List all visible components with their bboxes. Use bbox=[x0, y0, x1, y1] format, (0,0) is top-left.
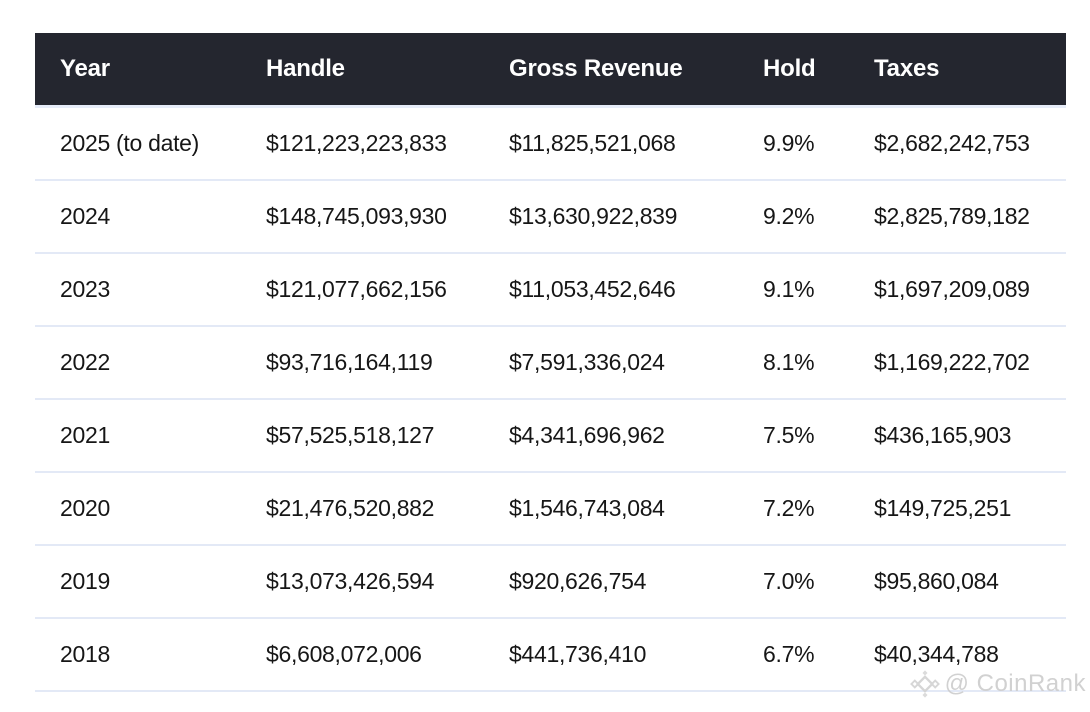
cell-year: 2025 (to date) bbox=[60, 130, 200, 156]
cell-hold: 7.5% bbox=[763, 422, 815, 448]
cell-hold: 9.1% bbox=[763, 276, 815, 302]
table-row: 2023 $121,077,662,156 $11,053,452,646 9.… bbox=[35, 254, 1066, 327]
cell-year: 2021 bbox=[60, 422, 110, 448]
cell-year: 2022 bbox=[60, 349, 110, 375]
column-header-handle: Handle bbox=[266, 55, 345, 82]
table-row: 2022 $93,716,164,119 $7,591,336,024 8.1%… bbox=[35, 327, 1066, 400]
cell-taxes: $2,682,242,753 bbox=[874, 130, 1030, 156]
table-row: 2021 $57,525,518,127 $4,341,696,962 7.5%… bbox=[35, 400, 1066, 473]
cell-taxes: $436,165,903 bbox=[874, 422, 1012, 448]
cell-hold: 9.2% bbox=[763, 203, 815, 229]
cell-gross-revenue: $11,825,521,068 bbox=[509, 130, 676, 156]
cell-handle: $93,716,164,119 bbox=[266, 349, 433, 375]
cell-gross-revenue: $441,736,410 bbox=[509, 641, 647, 667]
cell-year: 2019 bbox=[60, 568, 110, 594]
table-row: 2024 $148,745,093,930 $13,630,922,839 9.… bbox=[35, 181, 1066, 254]
cell-year: 2023 bbox=[60, 276, 110, 302]
cell-year: 2024 bbox=[60, 203, 110, 229]
cell-gross-revenue: $920,626,754 bbox=[509, 568, 647, 594]
cell-handle: $57,525,518,127 bbox=[266, 422, 435, 448]
table-row: 2025 (to date) $121,223,223,833 $11,825,… bbox=[35, 108, 1066, 181]
cell-handle: $121,223,223,833 bbox=[266, 130, 447, 156]
cell-taxes: $149,725,251 bbox=[874, 495, 1012, 521]
cell-hold: 7.0% bbox=[763, 568, 815, 594]
cell-gross-revenue: $1,546,743,084 bbox=[509, 495, 665, 521]
cell-taxes: $2,825,789,182 bbox=[874, 203, 1030, 229]
cell-hold: 8.1% bbox=[763, 349, 815, 375]
cell-year: 2018 bbox=[60, 641, 110, 667]
cell-handle: $121,077,662,156 bbox=[266, 276, 447, 302]
table-header-row: Year Handle Gross Revenue Hold Taxes bbox=[35, 33, 1066, 108]
column-header-year: Year bbox=[60, 55, 110, 82]
cell-year: 2020 bbox=[60, 495, 110, 521]
cell-hold: 9.9% bbox=[763, 130, 815, 156]
cell-hold: 7.2% bbox=[763, 495, 815, 521]
sports-betting-stats-table: Year Handle Gross Revenue Hold Taxes 202… bbox=[35, 33, 1066, 692]
cell-handle: $148,745,093,930 bbox=[266, 203, 447, 229]
cell-handle: $6,608,072,006 bbox=[266, 641, 422, 667]
cell-hold: 6.7% bbox=[763, 641, 815, 667]
cell-taxes: $1,697,209,089 bbox=[874, 276, 1030, 302]
table-row: 2018 $6,608,072,006 $441,736,410 6.7% $4… bbox=[35, 619, 1066, 692]
table-row: 2019 $13,073,426,594 $920,626,754 7.0% $… bbox=[35, 546, 1066, 619]
cell-taxes: $1,169,222,702 bbox=[874, 349, 1030, 375]
cell-taxes: $95,860,084 bbox=[874, 568, 999, 594]
cell-gross-revenue: $11,053,452,646 bbox=[509, 276, 676, 302]
column-header-gross-revenue: Gross Revenue bbox=[509, 55, 683, 82]
cell-handle: $13,073,426,594 bbox=[266, 568, 435, 594]
cell-gross-revenue: $7,591,336,024 bbox=[509, 349, 665, 375]
cell-gross-revenue: $13,630,922,839 bbox=[509, 203, 678, 229]
table-row: 2020 $21,476,520,882 $1,546,743,084 7.2%… bbox=[35, 473, 1066, 546]
column-header-taxes: Taxes bbox=[874, 55, 940, 82]
cell-handle: $21,476,520,882 bbox=[266, 495, 435, 521]
cell-taxes: $40,344,788 bbox=[874, 641, 999, 667]
table-body: 2025 (to date) $121,223,223,833 $11,825,… bbox=[35, 108, 1066, 692]
cell-gross-revenue: $4,341,696,962 bbox=[509, 422, 665, 448]
column-header-hold: Hold bbox=[763, 55, 816, 82]
